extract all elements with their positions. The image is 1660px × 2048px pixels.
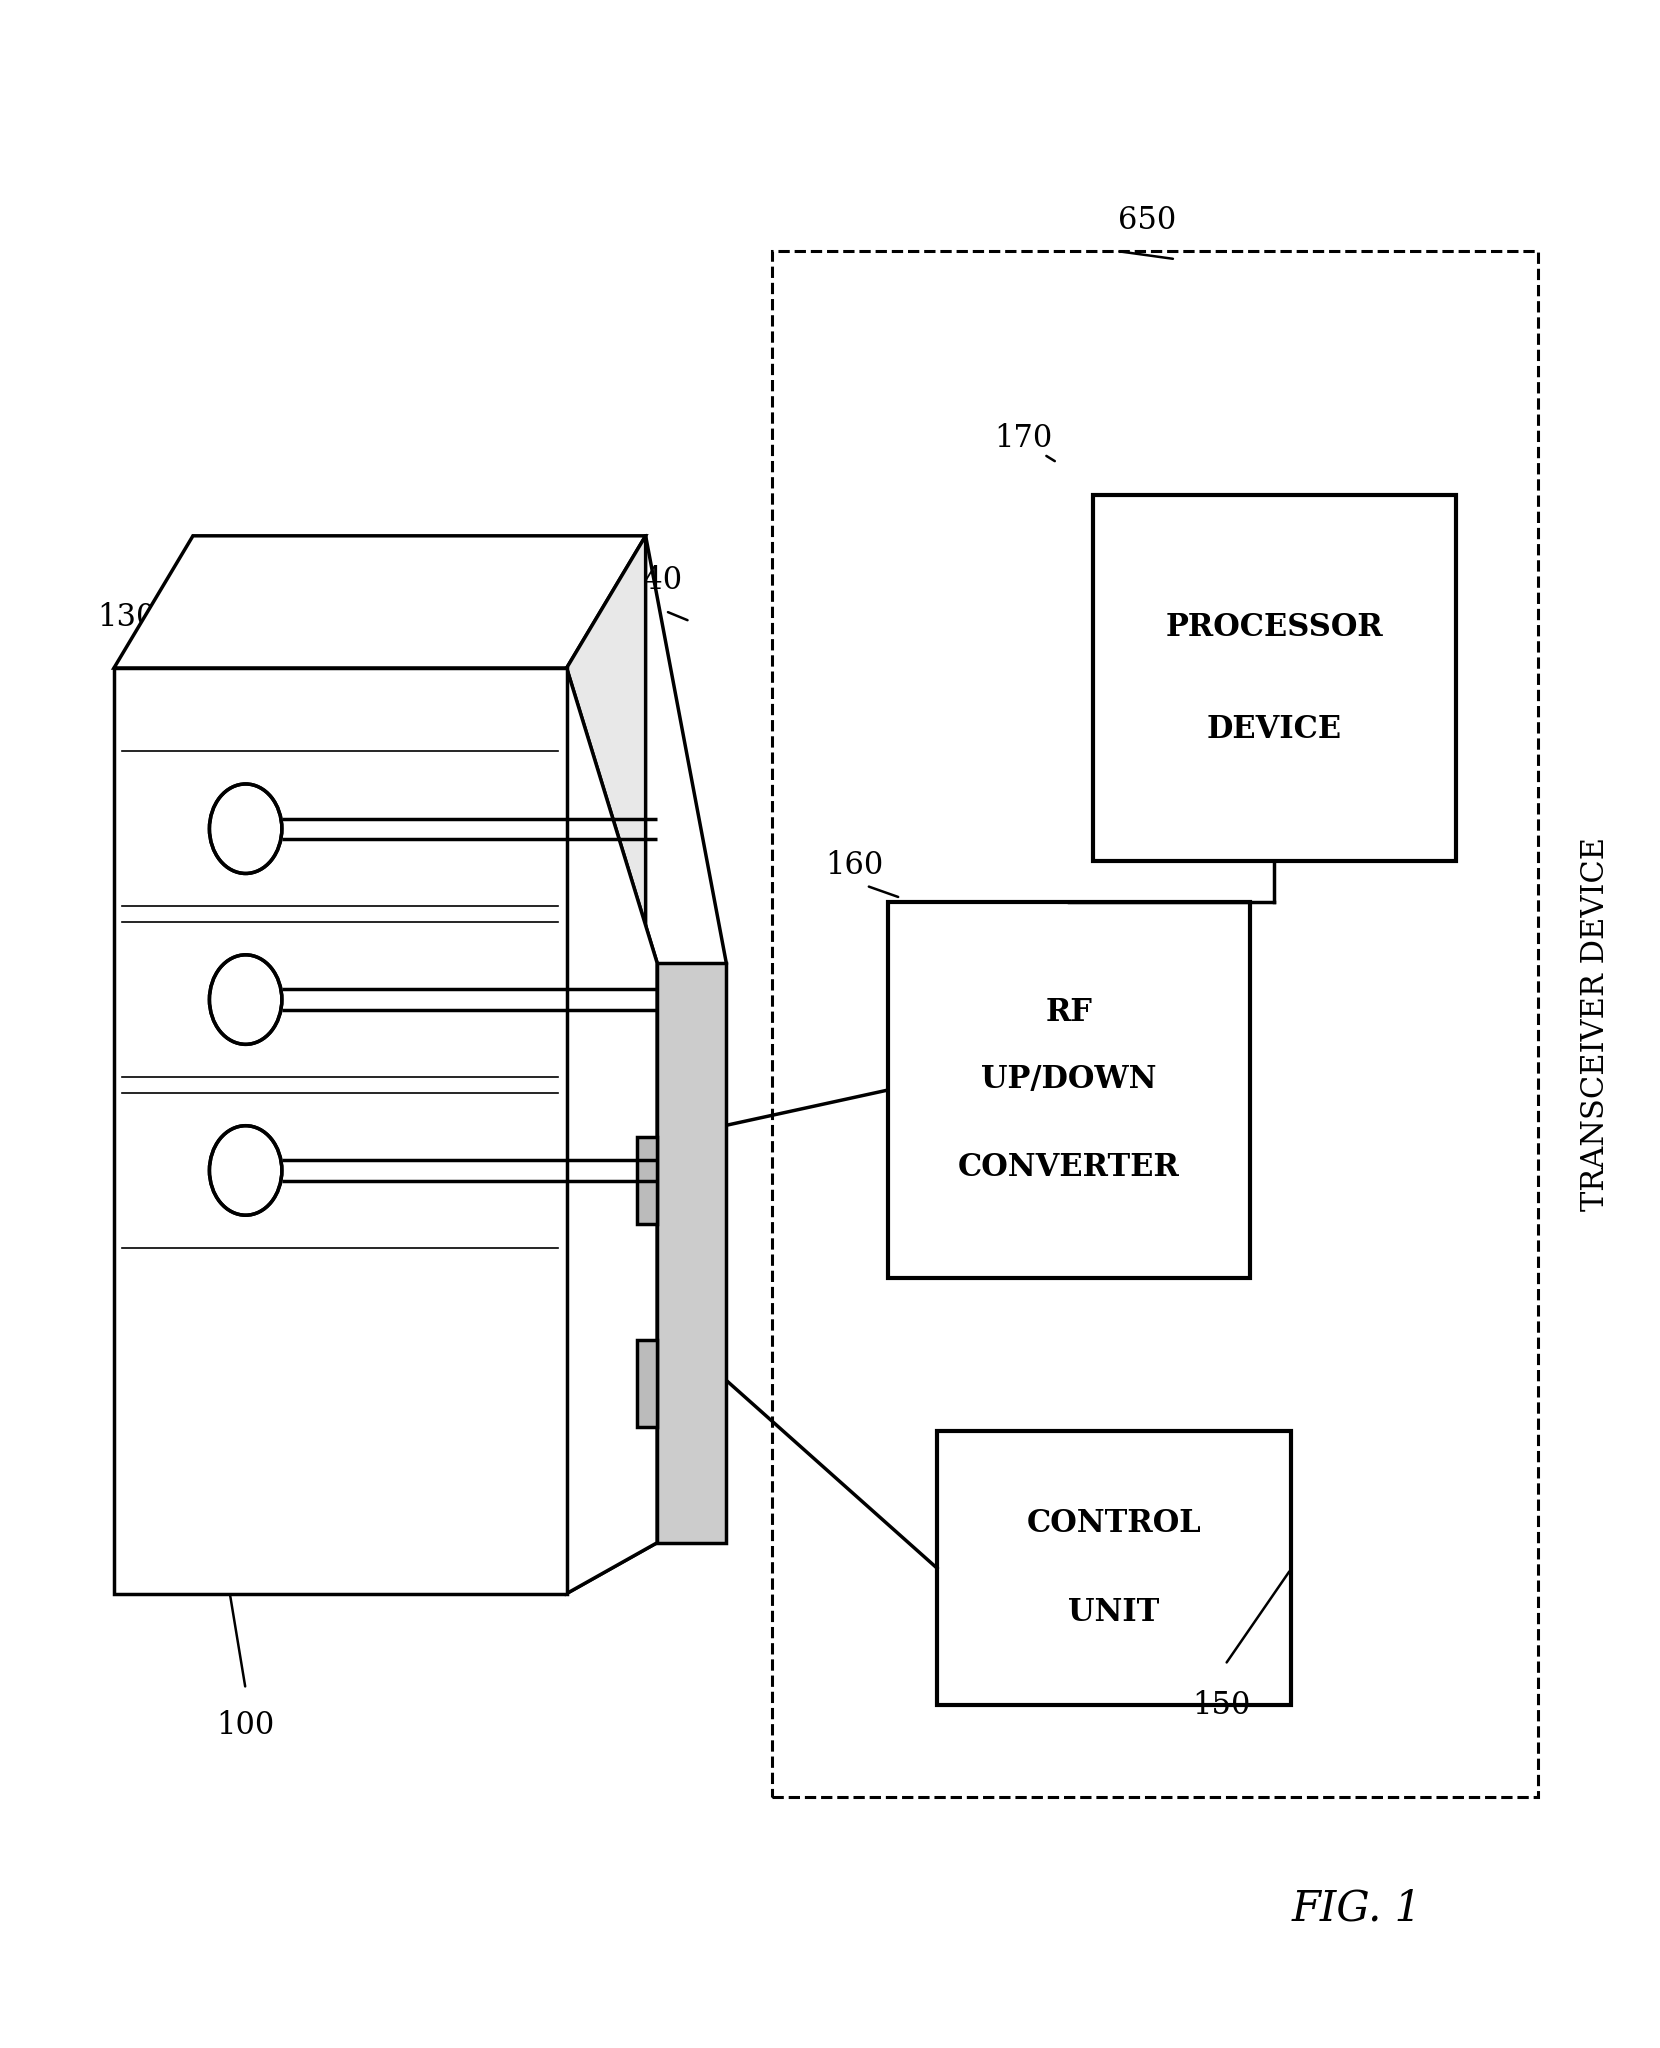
Polygon shape — [566, 537, 646, 1593]
Circle shape — [214, 791, 277, 866]
Text: UP/DOWN: UP/DOWN — [981, 1065, 1157, 1096]
Bar — [888, 901, 1250, 1278]
Text: 170: 170 — [994, 422, 1052, 455]
Text: 100: 100 — [216, 1710, 276, 1741]
Text: UNIT: UNIT — [1069, 1597, 1160, 1628]
Text: 112: 112 — [312, 731, 370, 762]
Bar — [115, 668, 566, 1593]
Text: DEVICE: DEVICE — [1207, 713, 1341, 745]
Text: PROCESSOR: PROCESSOR — [1165, 612, 1383, 643]
Text: TRANSCEIVER DEVICE: TRANSCEIVER DEVICE — [1580, 838, 1610, 1210]
Text: CONVERTER: CONVERTER — [958, 1151, 1180, 1184]
Bar — [936, 1432, 1291, 1706]
Bar — [772, 252, 1537, 1796]
Text: 160: 160 — [825, 850, 883, 881]
Text: 110: 110 — [295, 1090, 354, 1120]
Circle shape — [214, 1133, 277, 1208]
Text: CONTROL: CONTROL — [1026, 1507, 1202, 1538]
Text: RF: RF — [1046, 997, 1092, 1028]
Bar — [657, 963, 727, 1542]
Text: FIG. 1: FIG. 1 — [1291, 1888, 1423, 1929]
Bar — [637, 1137, 657, 1225]
Polygon shape — [115, 537, 646, 668]
Text: 120: 120 — [312, 915, 370, 946]
Polygon shape — [566, 668, 657, 1593]
Circle shape — [214, 963, 277, 1038]
Bar — [637, 1339, 657, 1427]
Text: 140: 140 — [624, 565, 682, 596]
Text: 650: 650 — [1119, 205, 1177, 236]
Bar — [1094, 496, 1456, 862]
Text: 130: 130 — [98, 602, 156, 633]
Text: 150: 150 — [1192, 1690, 1250, 1720]
